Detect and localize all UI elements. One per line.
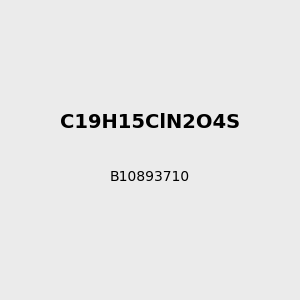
Text: C19H15ClN2O4S: C19H15ClN2O4S bbox=[60, 113, 240, 133]
Text: B10893710: B10893710 bbox=[110, 170, 190, 184]
